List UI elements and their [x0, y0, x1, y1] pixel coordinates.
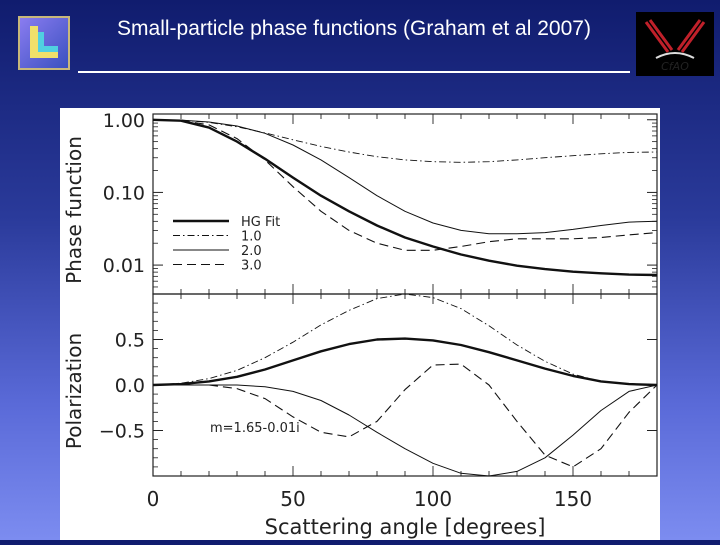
slide-title: Small-particle phase functions (Graham e… — [117, 17, 591, 40]
x-tick-label: 50 — [280, 487, 305, 511]
phase-polarization-chart: 1.00 0.10 0.01 0.5 0.0 −0.5 0 50 100 150 Phase fun… — [62, 110, 658, 539]
legend-label: HG Fit — [241, 215, 280, 230]
refractive-index-annotation: m=1.65-0.01i — [210, 421, 300, 436]
llnl-logo-mark — [30, 26, 58, 58]
chart-panel: 1.00 0.10 0.01 0.5 0.0 −0.5 0 50 100 150 Phase fun… — [60, 108, 660, 540]
cfao-logo-mark: CfAO — [644, 19, 706, 73]
phase-series-hg-fit — [152, 118, 658, 277]
legend-label: 3.0 — [241, 259, 262, 274]
top-y-axis-label: Phase function — [62, 136, 86, 284]
bottom-y-tick-label: −0.5 — [99, 421, 145, 443]
x-tick-label: 100 — [414, 487, 452, 511]
legend-label: 2.0 — [241, 244, 262, 259]
phase-series-2-0 — [152, 119, 658, 235]
x-tick-label: 0 — [147, 487, 160, 511]
cfao-logo-text: CfAO — [661, 60, 689, 73]
llnl-logo — [18, 16, 70, 70]
bottom-y-tick-label: 0.0 — [115, 375, 145, 397]
top-y-tick-label: 1.00 — [103, 110, 145, 132]
title-underline — [78, 71, 630, 73]
bottom-y-axis-label: Polarization — [62, 333, 86, 449]
legend-label: 1.0 — [241, 230, 262, 245]
top-y-tick-label: 0.10 — [103, 182, 145, 204]
x-tick-label: 150 — [554, 487, 592, 511]
polarization-series-hg-fit — [152, 337, 658, 387]
polarization-series-1-0 — [152, 293, 658, 386]
phase-series-1-0 — [152, 119, 658, 163]
polarization-series-3-0 — [153, 363, 658, 468]
x-axis-label: Scattering angle [degrees] — [265, 515, 546, 539]
bottom-y-tick-label: 0.5 — [115, 330, 145, 352]
top-plot-frame — [152, 113, 658, 295]
phase-series-3-0 — [152, 119, 658, 251]
cfao-logo: CfAO — [636, 12, 714, 76]
polarization-series-2-0 — [153, 384, 658, 477]
top-y-tick-label: 0.01 — [103, 255, 145, 277]
